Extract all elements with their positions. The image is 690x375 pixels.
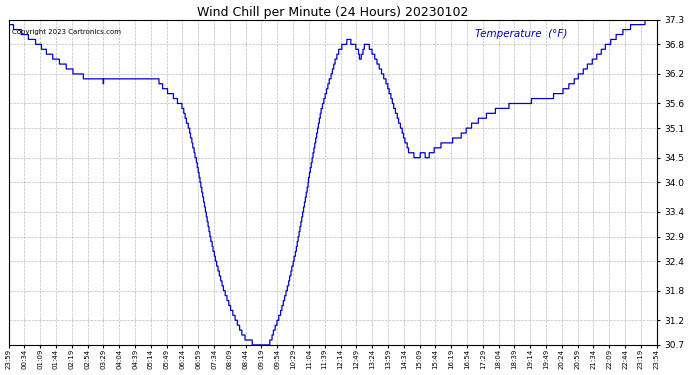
Text: Temperature  (°F): Temperature (°F) [475, 30, 568, 39]
Text: Copyright 2023 Cartronics.com: Copyright 2023 Cartronics.com [12, 30, 121, 36]
Title: Wind Chill per Minute (24 Hours) 20230102: Wind Chill per Minute (24 Hours) 2023010… [197, 6, 469, 18]
